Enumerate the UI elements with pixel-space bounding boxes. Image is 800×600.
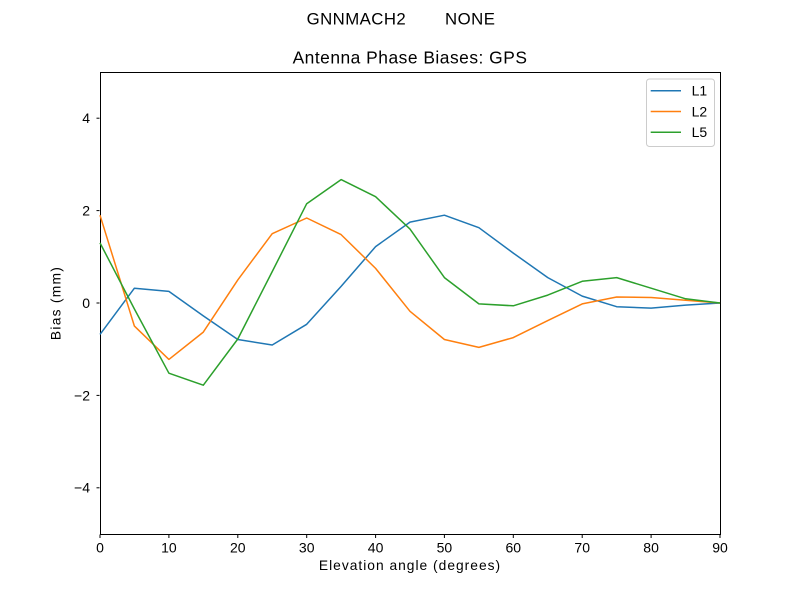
svg-text:4: 4: [82, 110, 90, 126]
svg-text:60: 60: [506, 540, 522, 556]
svg-text:NONE: NONE: [445, 10, 495, 29]
svg-text:0: 0: [82, 295, 90, 311]
svg-text:30: 30: [299, 540, 315, 556]
svg-text:2: 2: [82, 203, 90, 219]
svg-text:Elevation angle (degrees): Elevation angle (degrees): [319, 558, 501, 573]
svg-text:L1: L1: [692, 83, 708, 99]
svg-text:GNNMACH2: GNNMACH2: [307, 10, 407, 29]
svg-text:80: 80: [643, 540, 659, 556]
svg-text:10: 10: [161, 540, 177, 556]
svg-text:20: 20: [230, 540, 246, 556]
svg-text:L2: L2: [692, 103, 708, 119]
svg-text:50: 50: [437, 540, 453, 556]
svg-text:40: 40: [368, 540, 384, 556]
svg-text:−4: −4: [74, 480, 90, 496]
svg-text:Bias (mm): Bias (mm): [49, 266, 64, 340]
svg-text:70: 70: [574, 540, 590, 556]
svg-text:90: 90: [712, 540, 728, 556]
svg-text:Antenna Phase Biases: GPS: Antenna Phase Biases: GPS: [293, 48, 528, 68]
svg-text:−2: −2: [74, 387, 90, 403]
svg-text:0: 0: [96, 540, 104, 556]
svg-text:L5: L5: [692, 124, 708, 140]
